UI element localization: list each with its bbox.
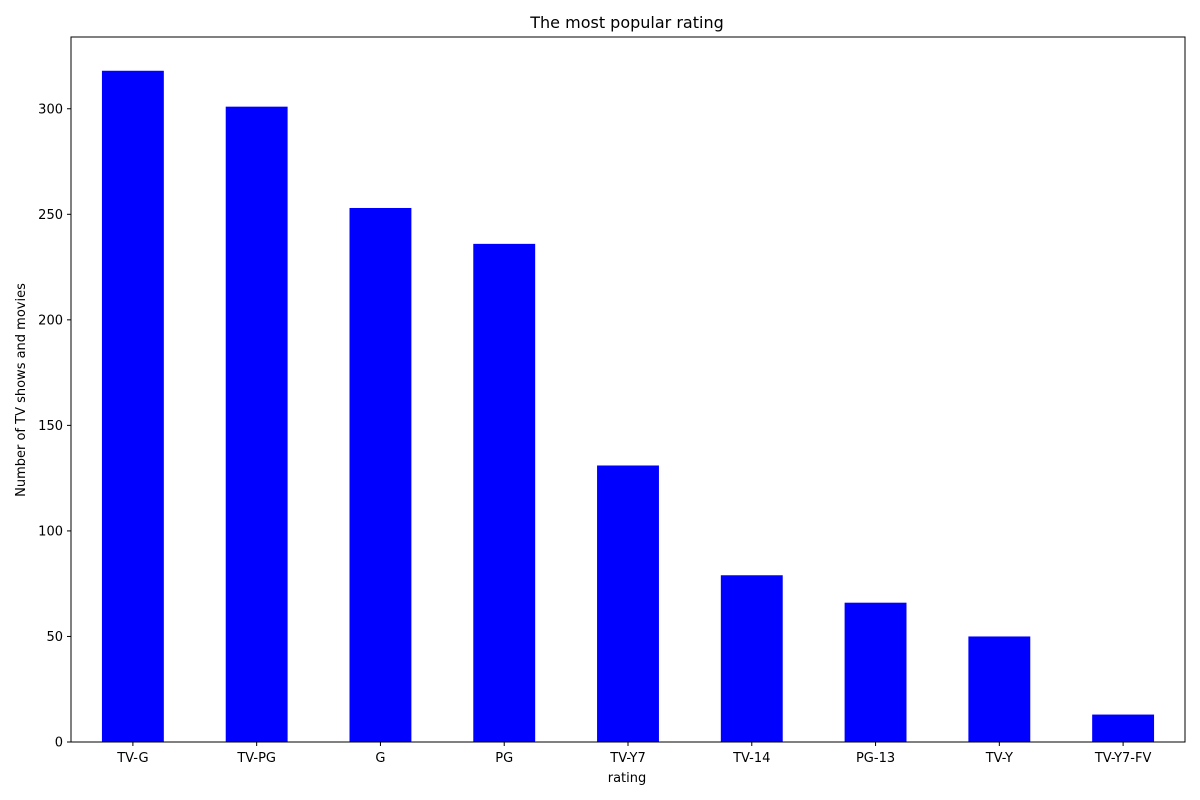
bar-PG [473,243,536,743]
x-tick-label: TV-G [116,751,148,766]
y-axis-label: Number of TV shows and movies [14,283,29,497]
y-tick-label: 150 [38,419,63,434]
y-tick-label: 50 [46,630,63,645]
x-tick-label: TV-14 [732,751,770,766]
chart-title: The most popular rating [529,13,723,32]
bar-TV-Y7 [597,465,659,742]
bar-G [349,207,412,743]
bar-TV-Y [968,636,1031,742]
x-tick-label: TV-PG [236,751,276,766]
y-tick-label: 250 [38,208,63,223]
y-tick-label: 200 [38,313,63,328]
x-axis-label: rating [608,771,647,786]
bar-TV-G [101,70,164,742]
plot-area: TV-G TV-PG G PG TV-Y7 TV-14 PG-13 TV-Y TV-Y7-FV 0… [38,36,1186,766]
bar-TV-14 [720,575,783,742]
x-tick-label: G [375,751,385,766]
bar-TV-PG [225,106,288,742]
x-tick-label: TV-Y7-FV [1094,751,1152,766]
x-tick-label: TV-Y [985,751,1013,766]
y-tick-label: 0 [55,736,63,751]
x-tick-label: PG-13 [856,751,895,766]
x-tick-label: TV-Y7 [609,751,645,766]
y-tick-label: 100 [38,524,63,539]
plot-frame [70,36,1186,743]
bar-PG-13 [844,602,907,742]
y-tick-label: 300 [38,102,63,117]
x-tick-label: PG [495,751,513,766]
bar-TV-Y7-FV [1092,714,1155,742]
